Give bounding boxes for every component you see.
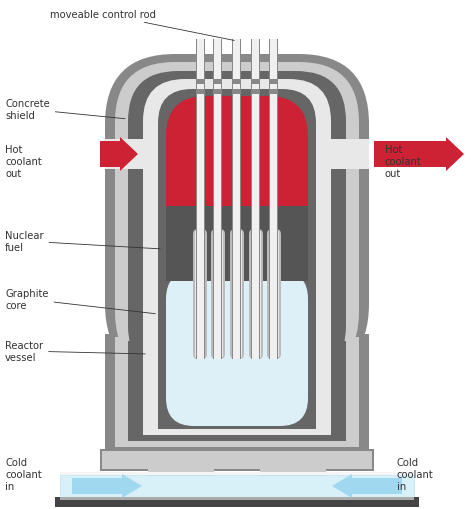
FancyBboxPatch shape [269, 230, 279, 359]
Bar [158, 340, 316, 429]
FancyBboxPatch shape [195, 230, 205, 359]
Bar [100, 449, 374, 471]
Bar [115, 337, 359, 447]
FancyBboxPatch shape [232, 230, 242, 359]
Bar [166, 207, 308, 281]
FancyBboxPatch shape [213, 230, 223, 359]
Bar [197, 40, 203, 359]
Bar [213, 80, 222, 85]
Bar [271, 40, 277, 359]
Bar [233, 80, 241, 85]
FancyBboxPatch shape [230, 230, 244, 359]
FancyBboxPatch shape [166, 97, 308, 257]
Bar [213, 40, 222, 359]
Bar [260, 466, 326, 494]
Text: Nuclear
fuel: Nuclear fuel [5, 231, 160, 252]
Bar [128, 342, 346, 441]
Text: Hot
coolant
out: Hot coolant out [5, 145, 42, 178]
Bar [234, 40, 240, 359]
Text: Graphite
core: Graphite core [5, 289, 155, 314]
Text: Concrete
shield: Concrete shield [5, 99, 125, 121]
Bar [195, 40, 204, 359]
Bar [148, 466, 214, 494]
Bar [326, 140, 369, 169]
FancyArrow shape [374, 138, 464, 172]
Bar [233, 40, 241, 359]
FancyBboxPatch shape [267, 230, 281, 359]
Bar [60, 475, 414, 497]
Bar [143, 341, 331, 435]
FancyBboxPatch shape [158, 90, 316, 387]
FancyBboxPatch shape [249, 230, 263, 359]
Bar [195, 80, 204, 85]
Bar [270, 80, 279, 85]
Bar [55, 497, 419, 507]
FancyArrow shape [72, 474, 142, 498]
FancyArrow shape [100, 138, 138, 172]
Bar [60, 472, 414, 475]
Bar [60, 497, 414, 500]
Text: moveable control rod: moveable control rod [50, 10, 234, 41]
FancyBboxPatch shape [211, 230, 225, 359]
Bar [270, 40, 279, 359]
FancyBboxPatch shape [105, 55, 369, 374]
Bar [105, 140, 148, 169]
Text: Cold
coolant
in: Cold coolant in [397, 458, 434, 491]
Bar [270, 90, 279, 95]
Bar [252, 80, 261, 85]
Text: Cold
coolant
in: Cold coolant in [5, 458, 42, 491]
FancyBboxPatch shape [115, 63, 359, 372]
Bar [233, 90, 241, 95]
Text: Hot
coolant
out: Hot coolant out [385, 145, 422, 178]
Bar [102, 451, 372, 469]
Bar [252, 90, 261, 95]
Bar [253, 40, 259, 359]
Bar [213, 90, 222, 95]
Bar [195, 90, 204, 95]
Bar [166, 216, 308, 281]
FancyBboxPatch shape [166, 271, 308, 426]
Text: Reactor
vessel: Reactor vessel [5, 341, 145, 362]
Bar [252, 40, 261, 359]
Bar [215, 40, 221, 359]
FancyBboxPatch shape [251, 230, 261, 359]
FancyArrow shape [332, 474, 402, 498]
Bar [105, 334, 369, 454]
FancyBboxPatch shape [128, 72, 346, 376]
FancyBboxPatch shape [193, 230, 207, 359]
FancyBboxPatch shape [143, 80, 331, 380]
